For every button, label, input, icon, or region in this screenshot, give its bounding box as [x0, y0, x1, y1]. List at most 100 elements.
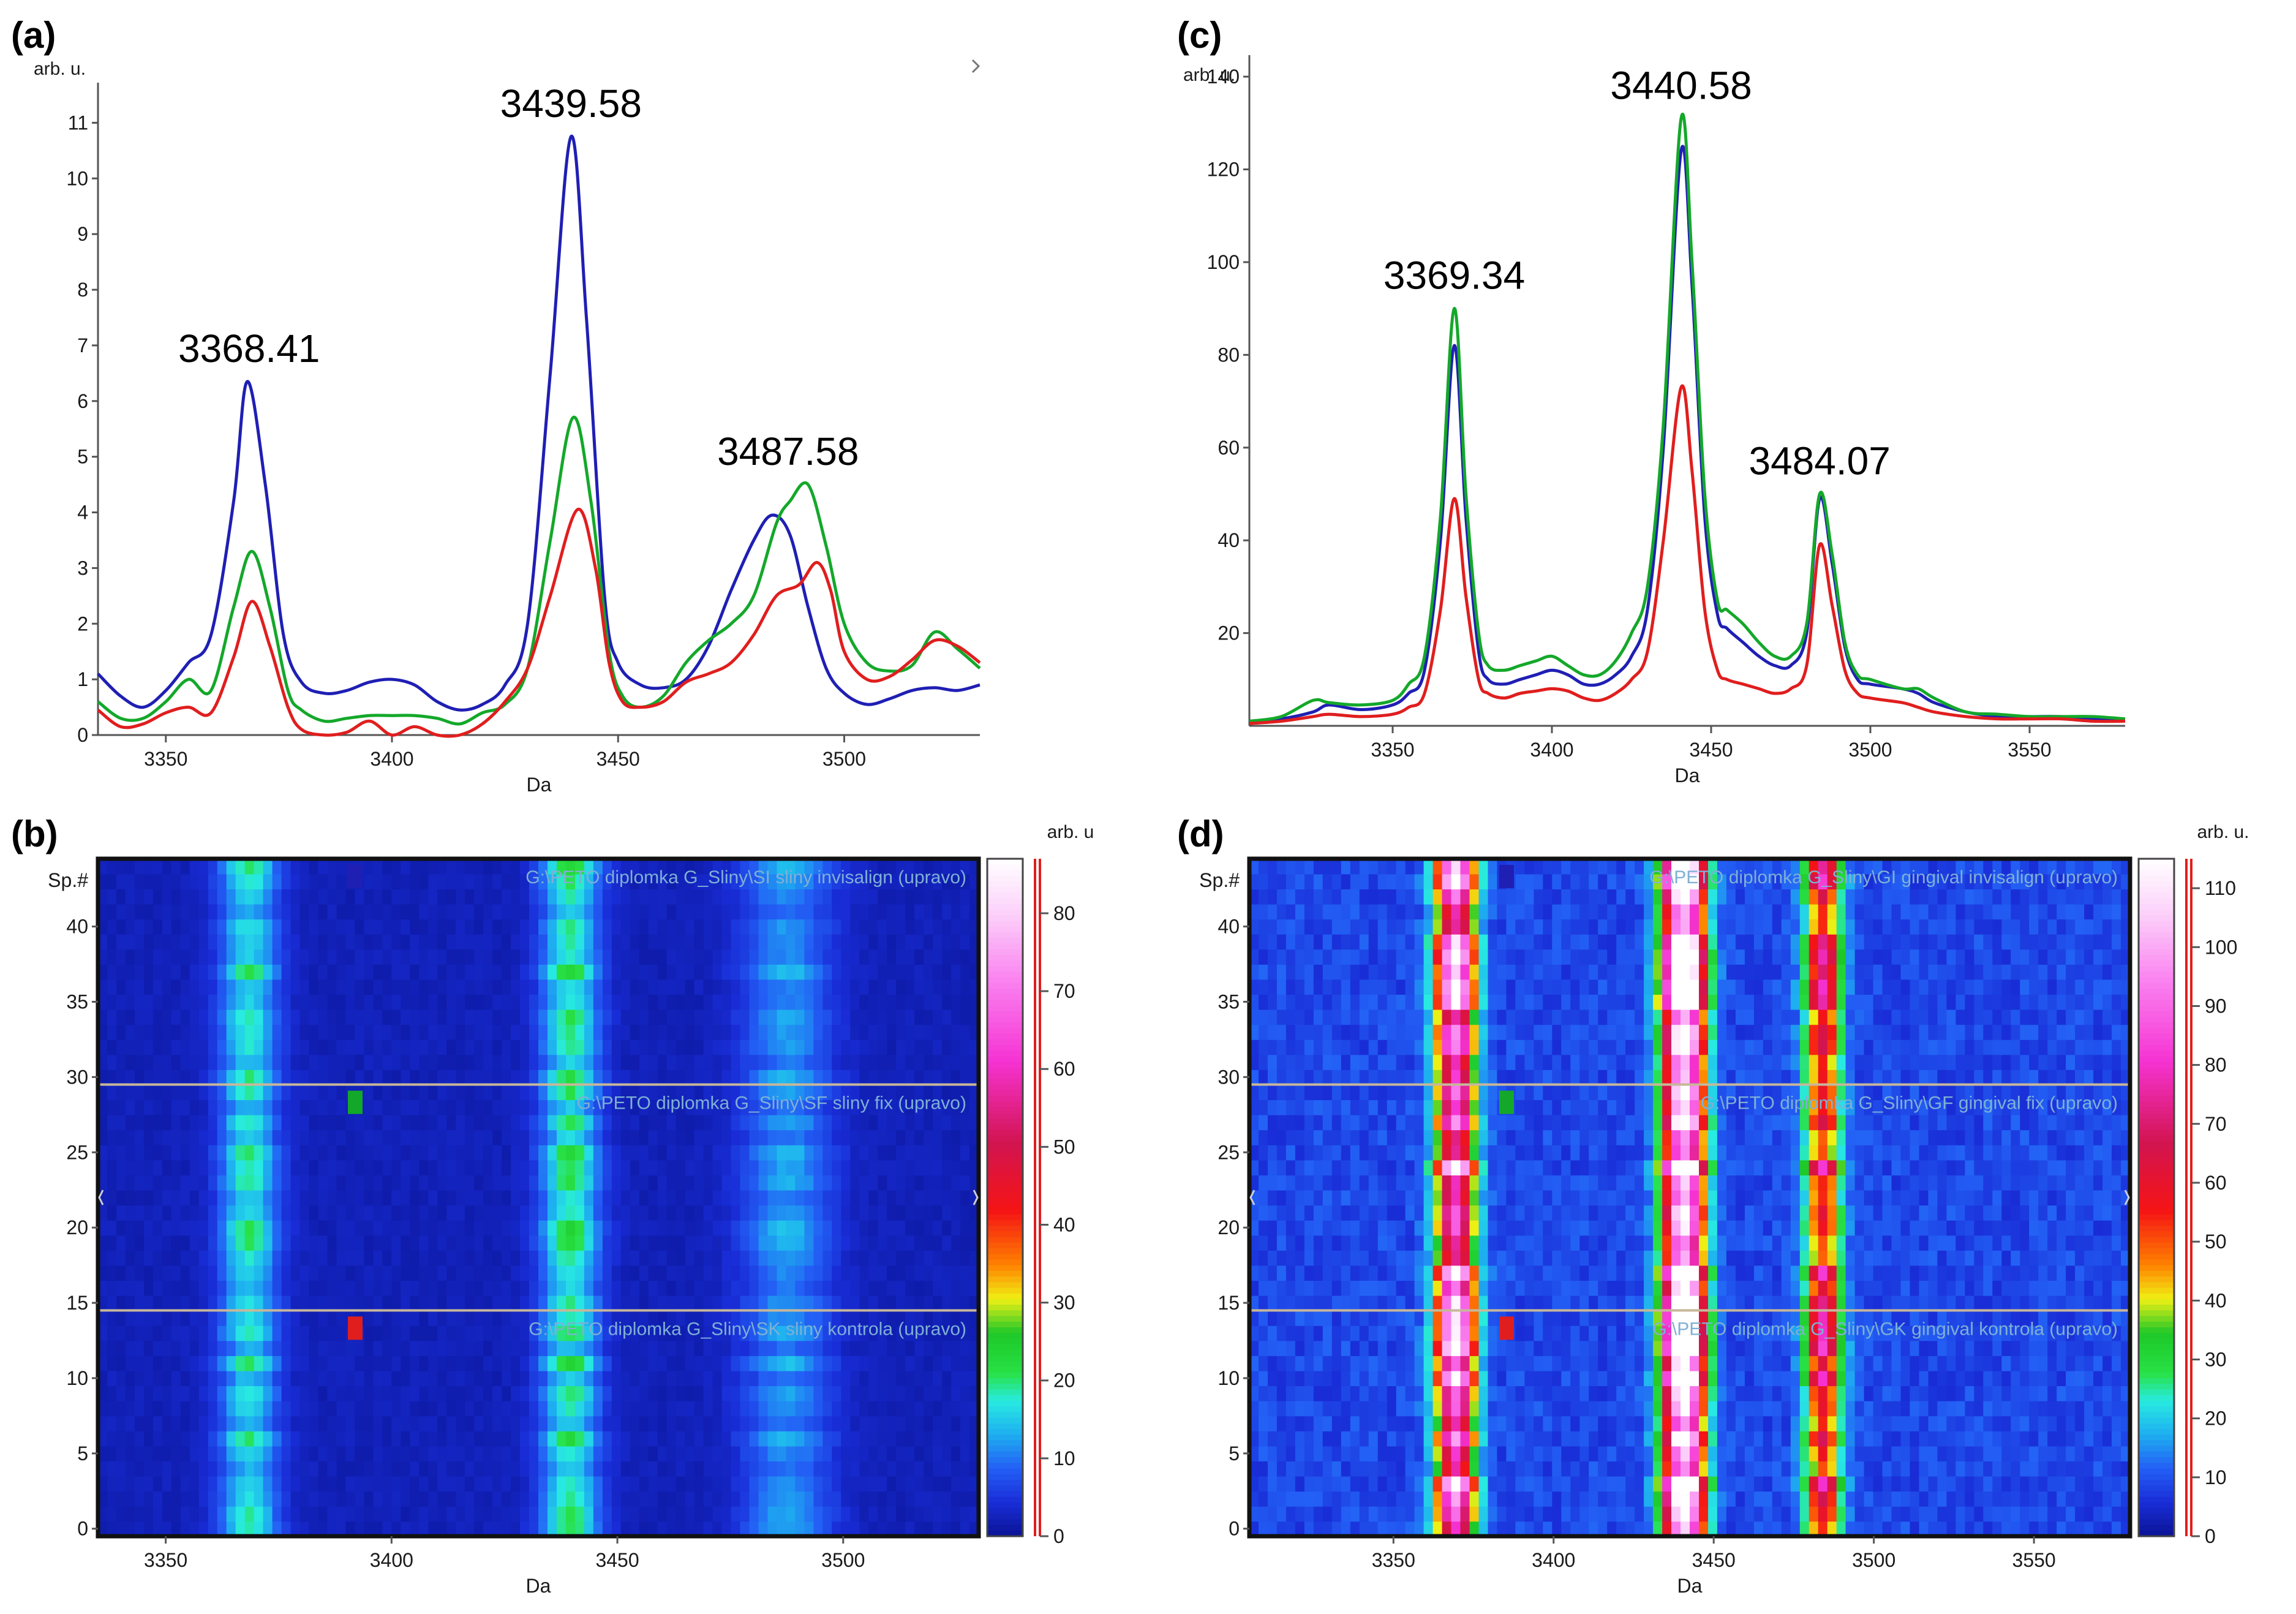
heatmap-cell	[758, 1340, 769, 1356]
heatmap-cell	[446, 933, 456, 950]
heatmap-cell	[1662, 1491, 1672, 1507]
heatmap-cell	[868, 994, 879, 1010]
heatmap-cell	[299, 1009, 310, 1025]
heatmap-cell	[410, 994, 420, 1010]
heatmap-cell	[2084, 1476, 2094, 1492]
scroll-right-icon	[973, 1190, 979, 1205]
heatmap-cell	[208, 1370, 218, 1386]
heatmap-cell	[924, 1400, 933, 1417]
heatmap-cell	[639, 1370, 649, 1386]
heatmap-cell	[244, 1190, 255, 1206]
heatmap-cell	[639, 1325, 649, 1341]
heatmap-cell	[1497, 1461, 1507, 1477]
colorbar-segment	[987, 1474, 1023, 1480]
heatmap-cell	[749, 1431, 759, 1447]
heatmap-cell	[538, 949, 548, 965]
heatmap-cell	[419, 1461, 429, 1477]
heatmap-cell	[841, 1416, 851, 1431]
heatmap-cell	[318, 1476, 328, 1492]
heatmap-cell	[859, 1461, 870, 1477]
heatmap-cell	[648, 1325, 658, 1341]
heatmap-cell	[731, 1491, 741, 1507]
heatmap-cell	[410, 1280, 420, 1296]
colorbar-segment	[987, 1056, 1023, 1063]
heatmap-cell	[767, 1265, 778, 1281]
colorbar-segment	[987, 1372, 1023, 1379]
heatmap-cell	[272, 1235, 282, 1251]
heatmap-cell	[1946, 1521, 1957, 1537]
heatmap-cell	[217, 1356, 227, 1371]
heatmap-cell	[767, 1461, 778, 1477]
heatmap-cell	[841, 1310, 851, 1326]
y-tick-label-a: 3	[77, 557, 88, 579]
heatmap-cell	[419, 1446, 429, 1461]
heatmap-cell	[318, 1145, 328, 1161]
heatmap-cell	[657, 1506, 668, 1522]
heatmap-cell	[1469, 1461, 1480, 1477]
heatmap-cell	[355, 949, 365, 965]
heatmap-cell	[511, 1235, 521, 1251]
heatmap-cell	[208, 1129, 218, 1145]
heatmap-cell	[602, 1129, 612, 1145]
heatmap-cell	[299, 964, 310, 980]
heatmap-cell	[290, 1280, 301, 1296]
heatmap-cell	[327, 949, 337, 965]
heatmap-cell	[391, 1145, 402, 1161]
heatmap-cell	[134, 1084, 145, 1101]
heatmap-cell	[217, 964, 227, 980]
heatmap-cell	[924, 1280, 933, 1296]
heatmap-cell	[1644, 1521, 1654, 1537]
heatmap-cell	[134, 919, 145, 935]
heatmap-cell	[1937, 1476, 1948, 1492]
heatmap-cell	[657, 1235, 668, 1251]
heatmap-cell	[602, 1476, 612, 1492]
heatmap-cell	[676, 889, 686, 905]
colorbar-segment	[987, 1530, 1023, 1537]
heatmap-cell	[620, 1099, 631, 1115]
heatmap-cell	[933, 1400, 943, 1417]
heatmap-cell	[143, 1205, 154, 1221]
heatmap-cell	[198, 889, 209, 905]
heatmap-cell	[630, 1145, 640, 1161]
heatmap-cell	[226, 1310, 236, 1326]
heatmap-cell	[180, 1431, 190, 1447]
heatmap-cell	[373, 1069, 383, 1085]
heatmap-cell	[98, 979, 108, 995]
y-tick-label-a: 1	[77, 668, 88, 690]
heatmap-cell	[116, 903, 126, 920]
heatmap-cell	[272, 1476, 282, 1492]
heatmap-cell	[437, 979, 447, 995]
heatmap-cell	[162, 1370, 172, 1386]
colorbar-segment	[987, 1090, 1023, 1096]
heatmap-cell	[410, 1416, 420, 1431]
heatmap-cell	[859, 1310, 870, 1326]
x-tick-label-c: 3350	[1371, 739, 1414, 761]
heatmap-cell	[244, 933, 255, 950]
heatmap-cell	[474, 1024, 484, 1040]
heatmap-cell	[565, 1310, 576, 1326]
heatmap-cell	[391, 1310, 402, 1326]
heatmap-cell	[299, 1340, 310, 1356]
heatmap-cell	[859, 979, 870, 995]
heatmap-cell	[749, 1250, 759, 1266]
heatmap-cell	[795, 1325, 805, 1341]
heatmap-cell	[391, 1356, 402, 1371]
heatmap-cell	[263, 1356, 273, 1371]
heatmap-cell	[731, 1069, 741, 1085]
heatmap-cell	[795, 1099, 805, 1115]
heatmap-cell	[960, 994, 970, 1010]
heatmap-cell	[721, 1325, 732, 1341]
heatmap-cell	[437, 1175, 447, 1191]
heatmap-cell	[446, 1160, 456, 1175]
heatmap-cell	[410, 1084, 420, 1101]
heatmap-cell	[593, 1340, 603, 1356]
heatmap-cell	[152, 1220, 163, 1236]
colorbar-segment	[987, 1491, 1023, 1498]
heatmap-cell	[676, 1160, 686, 1175]
heatmap-cell	[529, 1476, 539, 1492]
heatmap-cell	[483, 1506, 493, 1522]
heatmap-cell	[382, 873, 393, 889]
colorbar-segment	[987, 1226, 1023, 1232]
colorbar-segment	[987, 1000, 1023, 1006]
heatmap-cell	[951, 1370, 961, 1386]
